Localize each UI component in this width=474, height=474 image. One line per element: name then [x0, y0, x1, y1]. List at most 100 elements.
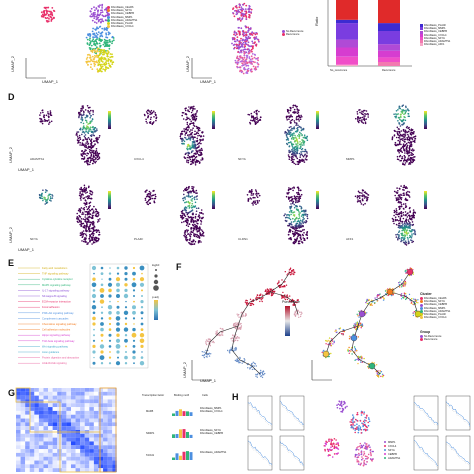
cell-point	[404, 156, 406, 158]
cell-point	[251, 40, 254, 43]
cell-point	[94, 152, 96, 154]
cell-point	[302, 139, 304, 142]
cell-point	[397, 149, 400, 151]
cell-point	[249, 37, 252, 39]
cell-point	[408, 220, 410, 223]
umap2-label-mid: UMAP_2	[185, 55, 190, 72]
cell-point	[301, 158, 303, 161]
cell-point	[189, 158, 192, 161]
cell-point	[254, 119, 256, 121]
cell-point	[363, 117, 365, 119]
bar-segment	[378, 57, 400, 62]
cell-point	[149, 198, 152, 201]
cell-point	[236, 313, 238, 315]
cell-point	[255, 190, 258, 193]
legend-label: Fibroblasts_ADAMTS1	[111, 18, 138, 22]
cell-point	[397, 194, 400, 197]
cell-point	[255, 122, 257, 125]
cluster-node	[386, 288, 394, 296]
dot	[92, 277, 96, 281]
cell-point	[197, 228, 200, 230]
cell-point	[415, 309, 417, 312]
cell-point	[408, 223, 410, 226]
cell-point	[235, 61, 238, 64]
cell-point	[284, 271, 286, 273]
cell-point	[78, 115, 80, 117]
cell-point	[367, 116, 369, 118]
cell-point	[251, 53, 254, 55]
cell-point	[195, 115, 198, 118]
dot	[91, 293, 97, 299]
cell-point	[290, 238, 292, 241]
cell-point	[196, 137, 198, 140]
cell-point	[396, 155, 399, 158]
cell-point	[393, 290, 395, 292]
cell-point	[258, 200, 260, 202]
cell-point	[230, 347, 232, 349]
cell-point	[243, 2, 246, 5]
cell-point	[198, 145, 200, 147]
cell-point	[396, 133, 399, 135]
cell-point	[187, 212, 189, 214]
cell-point	[299, 197, 302, 199]
cell-point	[190, 115, 193, 117]
cell-point	[98, 50, 101, 53]
cell-point	[193, 125, 196, 127]
cell-point	[398, 152, 400, 154]
cell-point	[249, 368, 251, 370]
bar-xlabel-1: No_recurrence	[330, 69, 348, 72]
cell-point	[82, 114, 85, 116]
cell-point	[291, 145, 293, 147]
cell-point	[215, 331, 217, 333]
cell-point	[299, 156, 301, 158]
cell-point	[300, 311, 302, 313]
dot	[116, 350, 120, 354]
cell-point	[79, 210, 81, 213]
cell-point	[354, 195, 357, 198]
trajectory-line	[269, 291, 299, 315]
cell-point	[359, 199, 361, 202]
cell-point	[103, 38, 106, 41]
cell-point	[93, 237, 95, 239]
cell-point	[86, 223, 88, 226]
cell-point	[213, 341, 215, 344]
cell-point	[256, 294, 259, 297]
cell-point	[335, 331, 337, 334]
cell-point	[247, 52, 250, 55]
cell-point	[103, 41, 106, 43]
cell-point	[406, 236, 409, 239]
cluster-legend-f-item: Fibroblasts_CEBPB	[420, 303, 450, 307]
bar-segment	[336, 23, 358, 40]
cell-point	[92, 242, 95, 244]
cell-point	[302, 159, 305, 161]
cell-point	[393, 214, 395, 217]
cell-point	[257, 63, 260, 65]
legend-swatch	[282, 33, 285, 37]
cell-point	[295, 136, 297, 139]
dot	[133, 323, 135, 325]
cell-point	[93, 205, 95, 208]
cell-point	[249, 50, 252, 52]
cell-point	[84, 190, 86, 193]
cell-point	[288, 211, 291, 213]
cell-point	[394, 218, 397, 221]
cell-point	[293, 162, 295, 165]
cell-point	[77, 142, 79, 144]
cell-point	[403, 222, 406, 225]
cell-point	[356, 201, 359, 203]
cell-point	[414, 136, 416, 138]
cell-point	[399, 140, 401, 143]
cell-point	[301, 241, 303, 244]
cell-point	[238, 17, 241, 19]
cell-point	[88, 107, 90, 109]
cell-point	[90, 158, 92, 160]
cell-point	[265, 289, 267, 291]
bar-legend-item: Fibroblasts_CEBPB	[420, 30, 450, 34]
cell-point	[186, 223, 189, 225]
dot	[123, 293, 129, 299]
cell-point	[330, 352, 332, 355]
cell-point	[88, 44, 91, 46]
cell-point	[208, 355, 211, 357]
cell-point	[397, 238, 399, 241]
cell-point	[402, 214, 405, 216]
